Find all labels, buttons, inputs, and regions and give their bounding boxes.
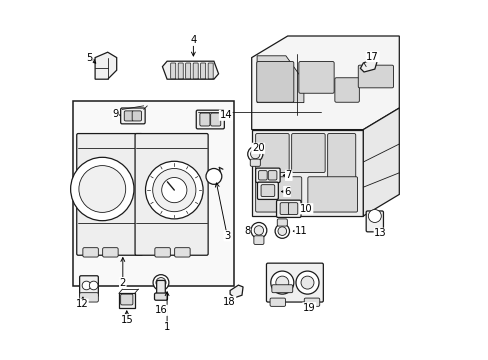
Circle shape	[162, 177, 186, 203]
Circle shape	[247, 147, 263, 162]
FancyBboxPatch shape	[271, 285, 292, 293]
Circle shape	[145, 161, 203, 219]
Polygon shape	[230, 285, 243, 298]
Polygon shape	[251, 36, 399, 130]
FancyBboxPatch shape	[193, 63, 198, 79]
Circle shape	[152, 168, 196, 212]
FancyBboxPatch shape	[288, 203, 297, 215]
FancyBboxPatch shape	[121, 108, 145, 124]
Bar	[73, 101, 233, 286]
FancyBboxPatch shape	[268, 171, 276, 180]
Circle shape	[275, 276, 288, 289]
FancyBboxPatch shape	[276, 200, 301, 217]
FancyBboxPatch shape	[307, 177, 357, 212]
FancyBboxPatch shape	[258, 171, 266, 180]
FancyBboxPatch shape	[208, 63, 213, 79]
Text: 3: 3	[224, 231, 230, 241]
Polygon shape	[251, 130, 363, 216]
FancyBboxPatch shape	[200, 63, 205, 79]
FancyBboxPatch shape	[102, 248, 118, 257]
FancyBboxPatch shape	[255, 134, 288, 172]
Polygon shape	[360, 59, 376, 72]
Text: 14: 14	[219, 110, 232, 120]
FancyBboxPatch shape	[174, 248, 190, 257]
FancyBboxPatch shape	[291, 134, 325, 172]
Circle shape	[250, 222, 266, 238]
Text: 7: 7	[285, 170, 291, 180]
Circle shape	[301, 276, 313, 289]
FancyBboxPatch shape	[358, 65, 393, 88]
Circle shape	[82, 281, 91, 290]
Circle shape	[277, 227, 286, 235]
Text: 13: 13	[373, 228, 386, 238]
FancyBboxPatch shape	[155, 248, 170, 257]
FancyBboxPatch shape	[210, 113, 220, 126]
FancyBboxPatch shape	[178, 63, 183, 79]
Text: 1: 1	[163, 322, 170, 332]
FancyBboxPatch shape	[132, 111, 141, 121]
Circle shape	[270, 271, 293, 294]
Circle shape	[70, 157, 134, 221]
FancyBboxPatch shape	[154, 293, 167, 300]
FancyBboxPatch shape	[170, 63, 175, 79]
Circle shape	[295, 271, 318, 294]
FancyBboxPatch shape	[327, 134, 355, 180]
Circle shape	[254, 226, 263, 235]
Circle shape	[367, 210, 381, 222]
FancyBboxPatch shape	[121, 294, 133, 305]
FancyBboxPatch shape	[255, 168, 280, 183]
FancyBboxPatch shape	[124, 111, 133, 121]
Polygon shape	[363, 108, 399, 216]
FancyBboxPatch shape	[82, 248, 98, 257]
FancyBboxPatch shape	[256, 62, 293, 102]
Text: 19: 19	[302, 303, 315, 313]
FancyBboxPatch shape	[80, 293, 98, 302]
FancyBboxPatch shape	[334, 78, 359, 102]
Text: 20: 20	[251, 143, 264, 153]
Polygon shape	[119, 293, 134, 308]
FancyBboxPatch shape	[77, 134, 142, 255]
Text: 8: 8	[244, 226, 250, 236]
Text: 10: 10	[300, 204, 312, 214]
Text: 11: 11	[294, 226, 307, 236]
FancyBboxPatch shape	[266, 263, 323, 302]
FancyBboxPatch shape	[135, 134, 208, 255]
FancyBboxPatch shape	[366, 211, 383, 232]
Text: 15: 15	[120, 315, 133, 325]
Text: 2: 2	[120, 278, 126, 288]
FancyBboxPatch shape	[196, 110, 224, 129]
FancyBboxPatch shape	[261, 185, 274, 197]
Text: 18: 18	[223, 297, 235, 307]
Circle shape	[89, 281, 98, 290]
FancyBboxPatch shape	[298, 62, 333, 93]
Text: 17: 17	[366, 51, 378, 62]
Circle shape	[250, 149, 260, 159]
FancyBboxPatch shape	[304, 298, 319, 306]
FancyBboxPatch shape	[253, 236, 264, 244]
Text: 5: 5	[85, 53, 92, 63]
Polygon shape	[162, 61, 218, 79]
Circle shape	[79, 166, 125, 212]
Text: 9: 9	[112, 109, 119, 120]
FancyBboxPatch shape	[200, 113, 209, 126]
Polygon shape	[95, 52, 117, 79]
FancyBboxPatch shape	[277, 219, 287, 226]
FancyBboxPatch shape	[255, 177, 301, 212]
FancyBboxPatch shape	[257, 182, 278, 199]
FancyBboxPatch shape	[269, 298, 285, 306]
FancyBboxPatch shape	[185, 63, 190, 79]
Text: 4: 4	[190, 35, 196, 45]
FancyBboxPatch shape	[80, 276, 98, 297]
Text: 6: 6	[283, 186, 289, 197]
Text: 16: 16	[154, 305, 167, 315]
FancyBboxPatch shape	[156, 280, 165, 298]
Circle shape	[156, 278, 166, 288]
FancyBboxPatch shape	[250, 159, 260, 166]
Circle shape	[153, 275, 168, 291]
Circle shape	[275, 224, 289, 238]
FancyBboxPatch shape	[280, 203, 289, 215]
Text: 12: 12	[75, 299, 88, 309]
Polygon shape	[257, 56, 303, 103]
Circle shape	[205, 168, 222, 184]
